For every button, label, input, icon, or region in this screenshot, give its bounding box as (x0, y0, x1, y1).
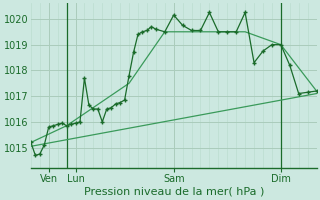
X-axis label: Pression niveau de la mer( hPa ): Pression niveau de la mer( hPa ) (84, 187, 264, 197)
